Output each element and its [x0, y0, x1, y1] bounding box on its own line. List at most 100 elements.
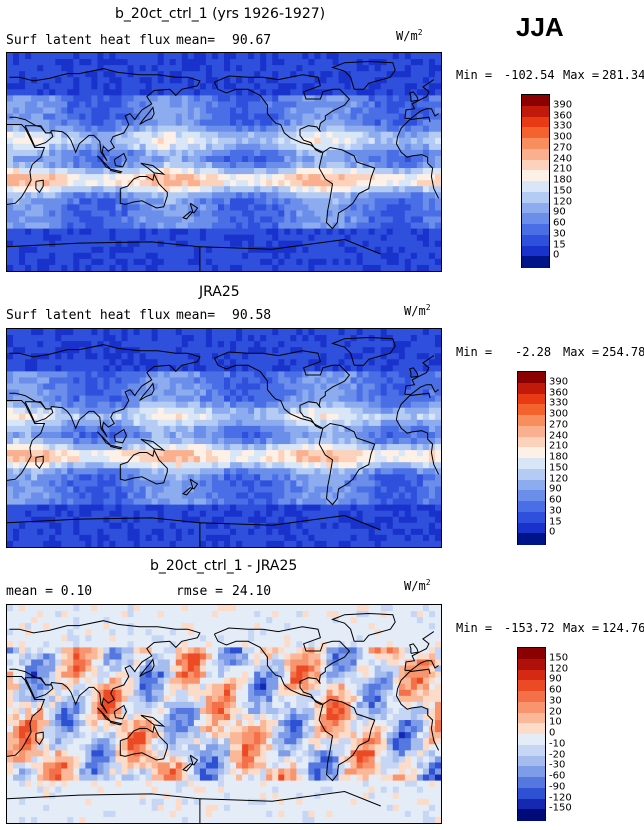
field-cell — [103, 450, 111, 457]
field-cell — [248, 462, 255, 469]
field-cell — [7, 149, 14, 157]
field-cell — [181, 329, 189, 336]
field-cell — [127, 204, 135, 212]
field-cell — [103, 401, 111, 409]
field-cell — [290, 347, 297, 354]
field-cell — [428, 95, 436, 103]
field-cell — [79, 335, 86, 342]
field-cell — [109, 246, 117, 254]
field-cell — [260, 462, 267, 469]
field-cell — [169, 389, 177, 397]
field-cell — [314, 377, 322, 385]
field-cell — [217, 419, 225, 427]
field-cell — [187, 425, 195, 433]
field-cell — [344, 407, 352, 415]
field-cell — [85, 210, 92, 218]
field-cell — [163, 131, 171, 139]
field-cell — [386, 377, 394, 385]
field-cell — [115, 480, 123, 488]
field-cell — [344, 143, 352, 151]
field-cell — [230, 359, 237, 366]
field-cell — [266, 395, 273, 403]
field-cell — [338, 240, 346, 248]
field-cell — [236, 359, 243, 366]
field-cell — [127, 252, 135, 260]
field-cell — [25, 228, 32, 236]
field-cell — [248, 204, 255, 212]
field-cell — [236, 252, 243, 260]
field-cell — [217, 431, 225, 439]
field-cell — [139, 180, 147, 187]
field-cell — [121, 407, 129, 415]
field-cell — [314, 504, 322, 512]
field-cell — [109, 59, 117, 66]
field-cell — [308, 377, 316, 385]
field-cell — [115, 101, 123, 109]
field-cell — [224, 522, 231, 530]
field-cell — [290, 71, 297, 78]
field-cell — [79, 522, 86, 530]
field-cell — [338, 252, 346, 260]
field-cell — [386, 240, 394, 248]
field-cell — [422, 462, 430, 469]
field-cell — [187, 137, 195, 145]
field-cell — [163, 492, 171, 500]
field-cell — [368, 168, 376, 175]
field-cell — [13, 395, 20, 403]
field-cell — [79, 365, 86, 372]
field-cell — [91, 174, 99, 181]
field-cell — [248, 234, 255, 242]
field-cell — [380, 407, 388, 415]
field-cell — [416, 155, 424, 163]
field-cell — [7, 407, 14, 415]
field-cell — [37, 492, 44, 500]
field-cell — [266, 149, 273, 157]
field-cell — [127, 168, 135, 175]
field-cell — [211, 365, 219, 372]
field-cell — [368, 119, 376, 127]
field-cell — [73, 401, 80, 409]
field-cell — [230, 228, 237, 236]
field-cell — [374, 137, 382, 145]
field-cell — [175, 113, 183, 121]
field-cell — [133, 168, 141, 175]
field-cell — [193, 210, 201, 218]
field-cell — [121, 504, 129, 512]
field-cell — [278, 258, 285, 266]
field-cell — [248, 365, 255, 372]
field-cell — [332, 504, 340, 512]
field-cell — [386, 234, 394, 242]
field-cell — [416, 210, 424, 218]
field-cell — [73, 492, 80, 500]
field-cell — [356, 329, 364, 336]
field-cell — [278, 204, 285, 212]
field-cell — [434, 95, 442, 103]
field-cell — [392, 216, 400, 224]
field-cell — [374, 504, 382, 512]
field-cell — [254, 228, 261, 236]
field-cell — [290, 359, 297, 366]
field-cell — [254, 359, 261, 366]
field-cell — [296, 371, 303, 379]
field-cell — [91, 228, 99, 236]
field-cell — [314, 89, 322, 96]
field-cell — [224, 53, 231, 60]
field-cell — [320, 149, 328, 157]
field-cell — [25, 168, 32, 175]
field-cell — [187, 335, 195, 342]
field-cell — [109, 252, 117, 260]
field-cell — [266, 246, 273, 254]
field-cell — [193, 101, 201, 109]
field-cell — [67, 492, 74, 500]
field-cell — [85, 498, 92, 506]
field-cell — [79, 456, 86, 463]
field-cell — [91, 198, 99, 205]
field-cell — [7, 186, 14, 193]
field-cell — [404, 407, 412, 415]
field-cell — [13, 95, 20, 103]
field-cell — [97, 252, 105, 260]
field-cell — [398, 468, 406, 475]
field-cell — [85, 222, 92, 230]
field-cell — [121, 359, 129, 366]
field-cell — [97, 204, 105, 212]
